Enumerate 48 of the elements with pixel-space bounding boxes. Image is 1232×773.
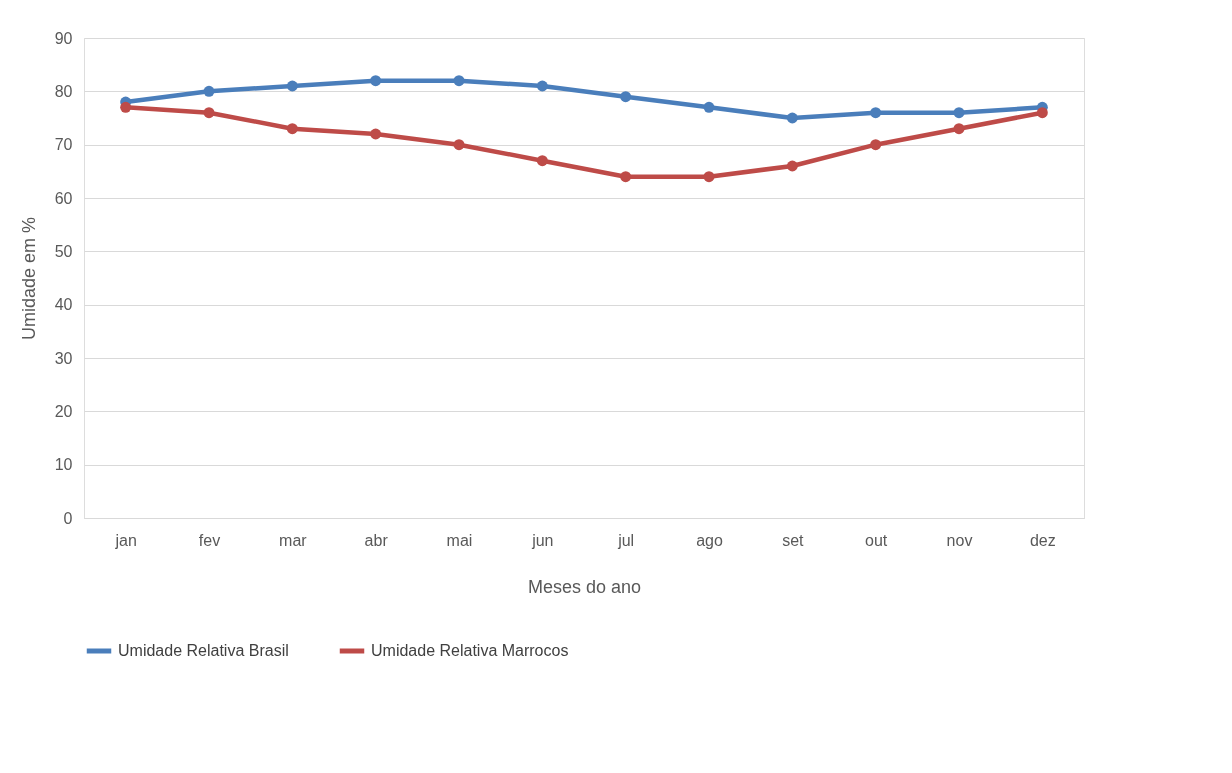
point: [203, 85, 215, 97]
y-tick-label: 40: [54, 296, 73, 314]
x-tick-label: jul: [617, 531, 635, 549]
x-tick-label: fev: [198, 531, 221, 549]
y-tick-label: 70: [54, 136, 73, 154]
point: [786, 112, 798, 124]
point: [870, 139, 882, 151]
point: [703, 171, 715, 183]
point: [620, 171, 632, 183]
y-tick-label: 50: [54, 242, 73, 260]
y-tick-label: 0: [63, 509, 73, 527]
point: [620, 91, 632, 103]
x-tick-label: out: [865, 531, 888, 549]
x-tick-label: jan: [114, 531, 137, 549]
point: [1036, 107, 1048, 119]
y-tick-label: 80: [54, 82, 73, 100]
x-tick-label: ago: [696, 531, 723, 549]
point: [370, 75, 382, 87]
legend-label: Umidade Relativa Marrocos: [371, 642, 569, 659]
x-tick-label: jun: [531, 531, 554, 549]
y-tick-label: 30: [54, 349, 73, 367]
point: [370, 128, 382, 140]
x-tick-label: dez: [1029, 531, 1056, 549]
point: [453, 75, 465, 87]
x-axis-title: Meses do ano: [527, 576, 642, 597]
point: [286, 123, 298, 135]
point: [703, 101, 715, 113]
x-tick-label: abr: [364, 531, 389, 549]
legend-label: Umidade Relativa Brasil: [118, 642, 289, 659]
y-tick-label: 10: [54, 456, 73, 474]
y-axis-title: Umidade em %: [18, 216, 39, 341]
y-tick-label: 20: [54, 402, 73, 420]
y-tick-label: 90: [54, 29, 73, 47]
point: [120, 101, 132, 113]
point: [536, 80, 548, 92]
point: [953, 123, 965, 135]
x-tick-label: mar: [279, 531, 308, 549]
x-tick-label: set: [782, 531, 805, 549]
point: [286, 80, 298, 92]
point: [453, 139, 465, 151]
point: [870, 107, 882, 119]
point: [786, 160, 798, 172]
x-tick-label: mai: [446, 531, 473, 549]
point: [536, 155, 548, 167]
x-tick-label: nov: [946, 531, 973, 549]
point: [203, 107, 215, 119]
y-tick-label: 60: [54, 189, 73, 207]
point: [953, 107, 965, 119]
